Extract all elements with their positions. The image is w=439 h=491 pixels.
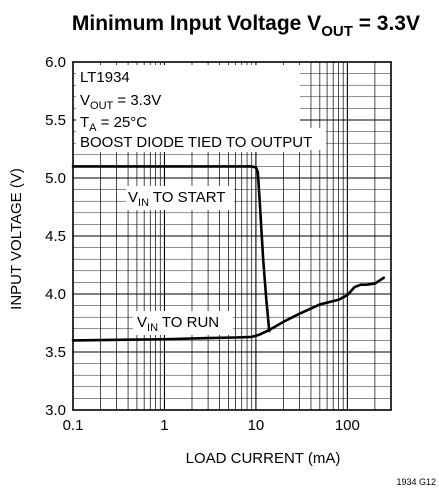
y-tick-label: 5.5 (45, 112, 66, 129)
annotation-main: T (80, 114, 89, 131)
series-line-2 (71, 276, 386, 342)
x-tick-label: 1 (160, 417, 168, 434)
x-tick-label: 0.1 (63, 417, 84, 434)
annotation-tail: = 3.3V (113, 92, 161, 109)
y-tick-label: 5.0 (45, 170, 66, 187)
annotation-line: TA = 25°C (80, 114, 147, 134)
series-label-tail: TO START (149, 189, 225, 206)
x-tick-label: 100 (335, 417, 360, 434)
y-tick-label: 6.0 (45, 54, 66, 71)
series-line-1 (71, 165, 271, 333)
annotation-background (76, 128, 326, 150)
grid (72, 61, 392, 411)
chart-title-main: Minimum Input Voltage V (72, 12, 321, 35)
annotation-subscript: OUT (90, 100, 114, 112)
series-label-2: VIN TO RUN (137, 314, 219, 334)
series-label-1: VIN TO START (128, 189, 225, 209)
annotation-main: V (80, 92, 90, 109)
annotation-subscript: A (89, 122, 97, 134)
chart-title-sub: OUT (321, 23, 353, 40)
series-label-subscript: IN (147, 322, 158, 334)
tick-labels: 3.0 3.5 4.0 4.5 5.0 5.5 6.0 0.1 1 10 100 (45, 54, 360, 434)
y-tick-label: 3.0 (45, 402, 66, 419)
annotation-line: VOUT = 3.3V (80, 92, 161, 112)
annotation-line: BOOST DIODE TIED TO OUTPUT (80, 134, 312, 151)
series-label-main: V (137, 314, 147, 331)
series-label-subscript: IN (138, 197, 149, 209)
y-tick-label: 3.5 (45, 344, 66, 361)
series-label-background (133, 311, 233, 335)
chart-title-tail: = 3.3V (353, 12, 420, 35)
x-axis-label: LOAD CURRENT (mA) (186, 450, 341, 467)
annotation-line: LT1934 (80, 69, 130, 86)
annotation-main: LT1934 (80, 69, 130, 86)
x-tick-label: 10 (248, 417, 265, 434)
annotation-tail: = 25°C (97, 114, 148, 131)
series-lines (71, 165, 386, 342)
figure-id-footnote: 1934 G12 (396, 477, 436, 487)
series-label-background (126, 186, 234, 210)
series-label-main: V (128, 189, 138, 206)
y-axis-label: INPUT VOLTAGE (V) (8, 168, 25, 310)
y-tick-label: 4.5 (45, 228, 66, 245)
series-label-tail: TO RUN (158, 314, 219, 331)
annotation-main: BOOST DIODE TIED TO OUTPUT (80, 134, 312, 151)
chart-title: Minimum Input Voltage VOUT = 3.3V (72, 12, 420, 40)
y-tick-label: 4.0 (45, 286, 66, 303)
